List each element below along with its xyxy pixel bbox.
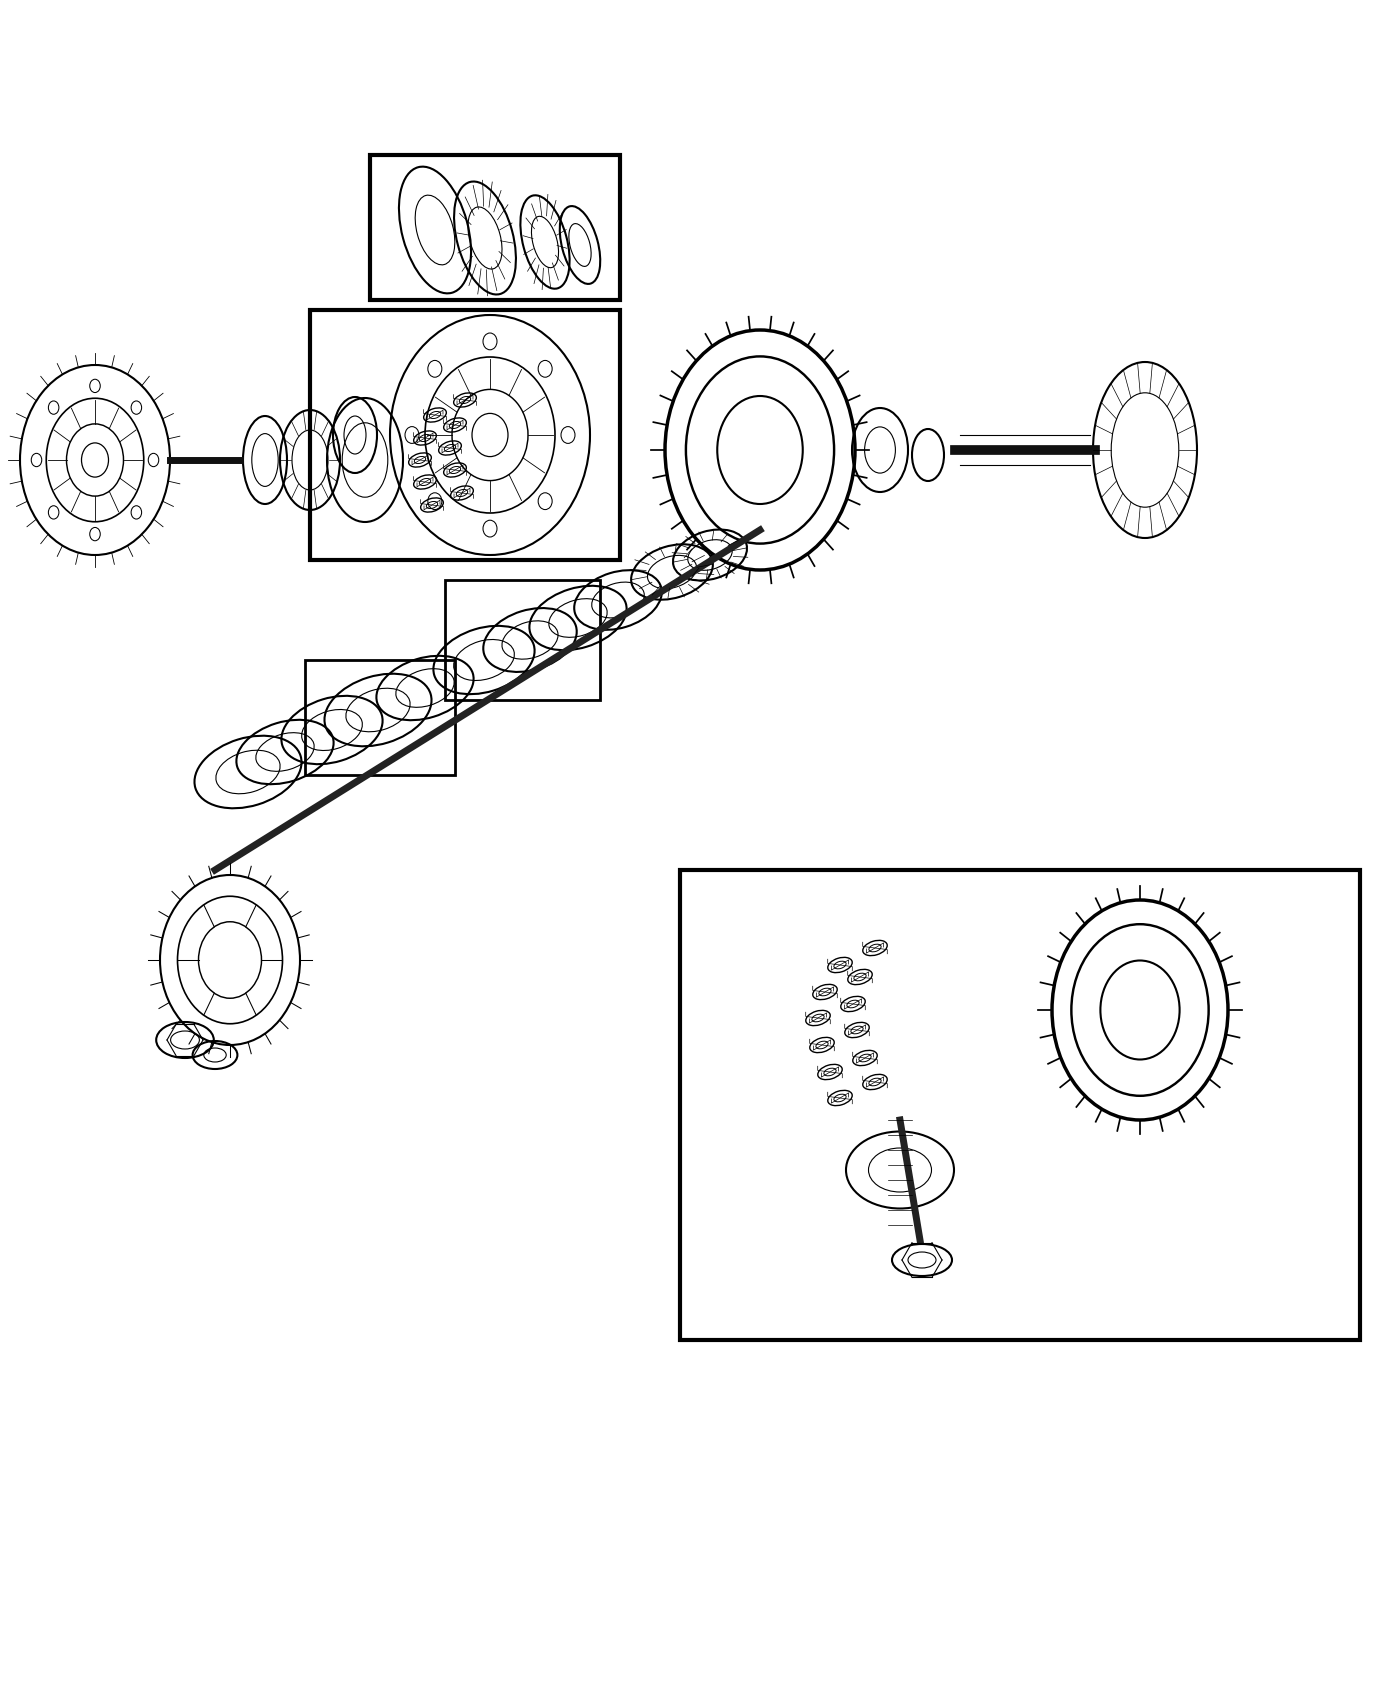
Bar xyxy=(370,155,620,299)
Bar xyxy=(680,870,1359,1340)
Bar xyxy=(445,580,601,700)
Bar xyxy=(309,309,620,559)
Bar xyxy=(305,660,455,775)
